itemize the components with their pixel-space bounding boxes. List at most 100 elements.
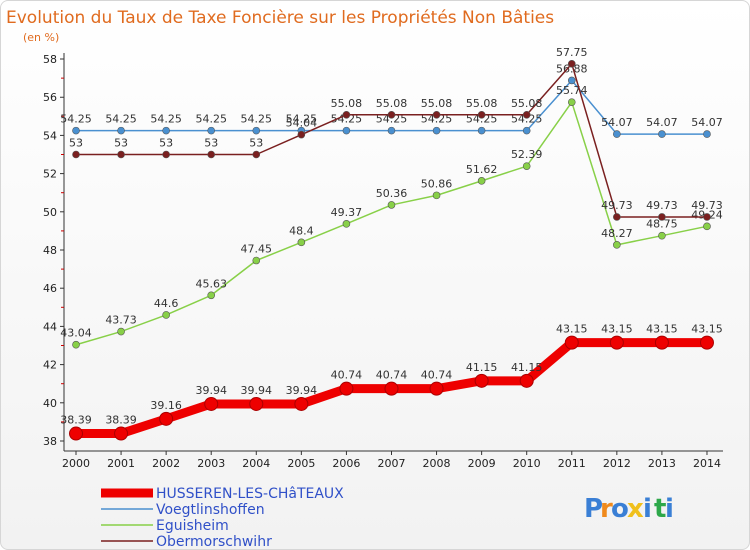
data-point (387, 110, 396, 119)
logo-letter: x (627, 494, 644, 524)
data-label: 38.39 (60, 414, 92, 427)
y-tick-label: 54 (43, 129, 57, 142)
data-point (564, 335, 579, 350)
series-3: 53 53 53 53 53 54.04 55.08 55.08 55.08 55.08 55.08… (69, 46, 723, 221)
data-point (252, 256, 261, 265)
data-point (387, 126, 396, 135)
data-point (159, 411, 174, 426)
logo-letter: r (600, 494, 613, 524)
data-label: 50.36 (376, 187, 408, 200)
data-label: 45.63 (195, 277, 227, 290)
data-point (522, 162, 531, 170)
x-tick-label: 2003 (197, 457, 225, 470)
data-point (567, 98, 576, 106)
data-label: 54.25 (421, 113, 453, 126)
x-tick-label: 2010 (513, 457, 541, 470)
x-tick-label: 2006 (332, 457, 360, 470)
data-label: 54.25 (466, 113, 498, 126)
data-point (297, 130, 306, 139)
data-point (567, 76, 576, 85)
x-tick-label: 2002 (152, 457, 180, 470)
data-point (72, 340, 80, 349)
data-label: 53 (159, 137, 173, 150)
data-point (387, 201, 396, 209)
data-point (249, 396, 264, 411)
data-label: 54.25 (241, 113, 273, 126)
data-label: 57.75 (556, 46, 588, 59)
data-label: 40.74 (331, 369, 363, 382)
data-label: 55.08 (511, 97, 543, 110)
data-point (613, 130, 621, 138)
legend-label: Eguisheim (156, 518, 229, 534)
y-tick-label: 38 (43, 435, 57, 448)
data-label: 49.73 (601, 199, 633, 212)
data-point (69, 426, 83, 441)
data-label: 53 (204, 137, 218, 150)
legend-label: Obermorschwihr (156, 534, 272, 550)
data-point (207, 150, 216, 159)
data-point (703, 130, 711, 138)
data-label: 49.73 (646, 199, 678, 212)
data-label: 54.25 (60, 113, 92, 126)
data-label: 54.25 (150, 113, 182, 126)
data-label: 49.73 (691, 199, 723, 212)
data-label: 44.6 (154, 297, 179, 310)
data-label: 54.25 (331, 113, 363, 126)
data-point (384, 381, 399, 396)
x-tick-label: 2011 (558, 457, 586, 470)
data-label: 55.08 (421, 97, 453, 110)
data-point (658, 130, 666, 138)
x-ticks: 2000 2001 2002 2003 2004 2005 2006 2007 2008 2009… (62, 451, 721, 470)
x-tick-label: 2007 (377, 457, 405, 470)
data-label: 54.25 (511, 113, 543, 126)
data-label: 54.07 (601, 116, 633, 129)
data-label: 52.39 (511, 148, 543, 161)
data-label: 55.08 (331, 97, 363, 110)
data-point (522, 110, 531, 119)
data-label: 54.07 (646, 116, 678, 129)
logo-letter: i (665, 494, 674, 524)
data-label: 48.75 (646, 218, 678, 231)
data-label: 43.15 (646, 323, 678, 336)
series-0: 38.39 38.39 39.16 39.94 39.94 39.94 40.74 40.74… (60, 323, 723, 441)
data-label: 54.25 (376, 113, 408, 126)
data-point (162, 126, 170, 135)
data-point (297, 238, 306, 247)
data-label: 48.27 (601, 227, 633, 240)
data-point (477, 110, 486, 119)
x-tick-label: 2009 (468, 457, 496, 470)
data-point (567, 59, 576, 68)
data-point (477, 177, 486, 185)
data-label: 39.94 (241, 384, 273, 397)
data-point (613, 213, 621, 221)
data-point (207, 291, 216, 300)
data-point (117, 327, 125, 336)
data-label: 55.08 (376, 97, 408, 110)
data-label: 43.73 (105, 314, 137, 327)
x-tick-label: 2001 (107, 457, 135, 470)
data-label: 54.25 (286, 113, 318, 126)
data-label: 43.15 (691, 323, 723, 336)
logo-letter: t (654, 494, 666, 524)
data-point (204, 396, 219, 411)
data-point (609, 335, 624, 350)
data-label: 53 (69, 137, 83, 150)
data-label: 54.04 (286, 117, 318, 130)
data-label: 40.74 (421, 369, 453, 382)
x-tick-label: 2014 (693, 457, 721, 470)
data-point (252, 150, 261, 159)
data-label: 39.94 (195, 384, 227, 397)
y-tick-label: 44 (43, 320, 57, 333)
data-point (114, 426, 129, 441)
data-label: 50.86 (421, 177, 453, 190)
data-label: 48.4 (289, 224, 314, 237)
data-point (429, 381, 444, 396)
legend-label: Voegtlinshoffen (156, 502, 265, 518)
logo-letter: o (611, 494, 629, 524)
data-label: 39.94 (286, 384, 318, 397)
data-label: 43.15 (601, 323, 633, 336)
data-label: 43.15 (556, 323, 588, 336)
